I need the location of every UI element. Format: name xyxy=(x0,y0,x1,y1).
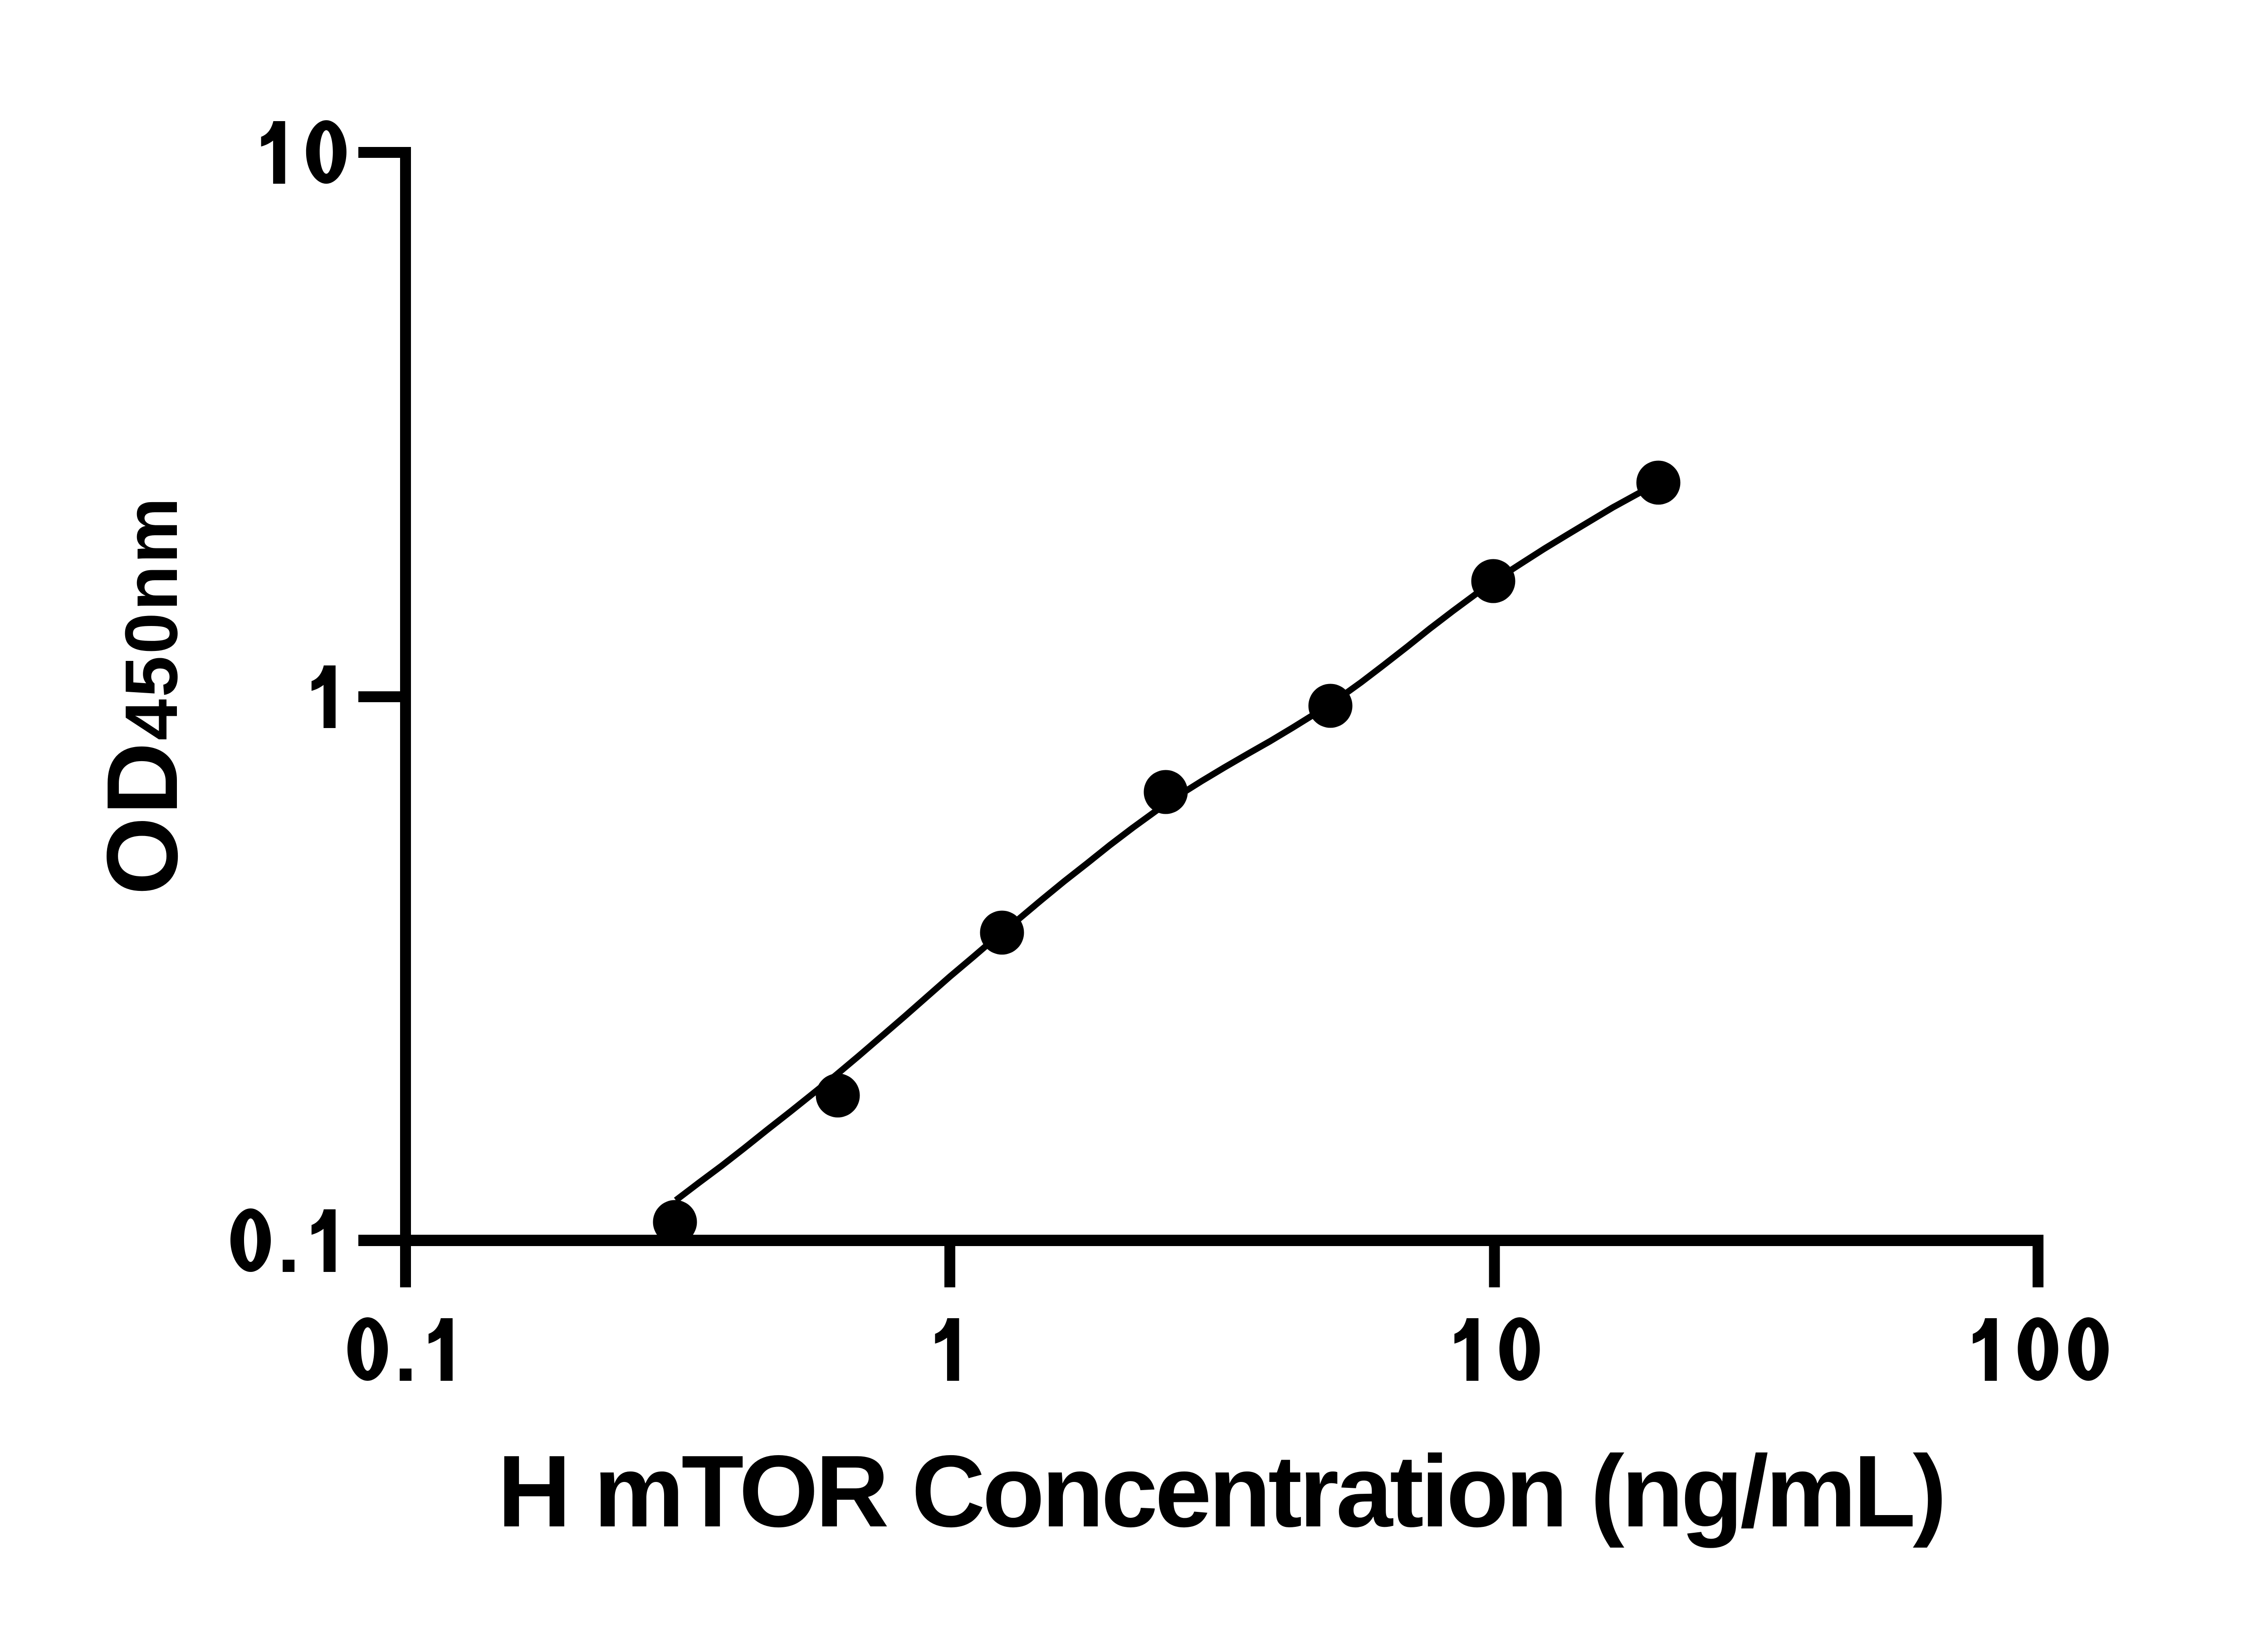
svg-text:H mTOR Concentration (ng/mL): H mTOR Concentration (ng/mL) xyxy=(498,1434,1944,1548)
svg-text:OD450nm: OD450nm xyxy=(86,496,199,895)
